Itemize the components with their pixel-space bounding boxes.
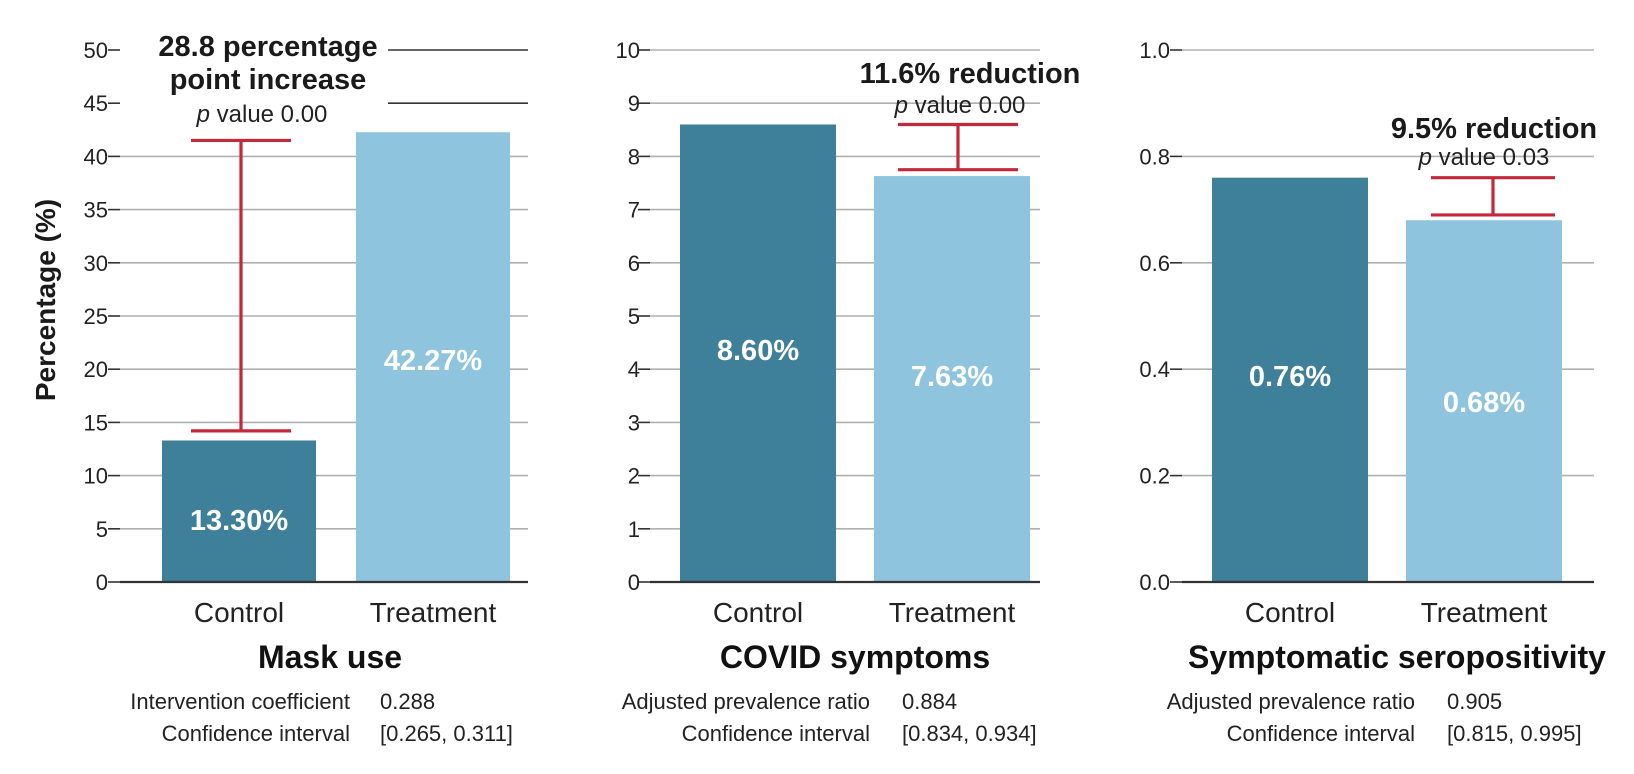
stat-label: Confidence interval [162,721,350,746]
panel-mask-use: 0 5 10 15 20 25 30 35 40 45 50 13.30% Control 42.27% T… [84,31,528,746]
p-value-label: p value 0.03 [1418,144,1550,171]
x-category-label: Treatment [1421,597,1548,628]
y-tick-label: 8 [628,144,640,169]
y-axis-label: Percentage (%) [30,199,61,401]
y-tick-label: 10 [616,38,640,63]
p-value-label: p value 0.00 [196,101,328,128]
stat-value: [0.815, 0.995] [1447,721,1582,746]
y-tick-label: 1.0 [1139,38,1170,63]
bar-data-label: 0.76% [1249,361,1331,393]
y-tick-label: 5 [96,517,108,542]
y-tick-label: 45 [84,91,108,116]
panel-symptomatic-seropositivity: 0.0 0.2 0.4 0.6 0.8 1.0 0.76% Control 0.68% Treat… [1139,38,1606,746]
stat-label: Intervention coefficient [130,689,350,714]
plot-area-covid-symptoms: 0 1 2 3 4 5 6 7 8 9 10 8.60% Control 7.63% Treatment [616,38,1040,628]
x-category-label: Control [713,597,803,628]
stat-value: [0.265, 0.311] [380,721,513,746]
p-symbol: p [894,92,908,119]
panel-covid-symptoms: 0 1 2 3 4 5 6 7 8 9 10 8.60% Control 7.63% Treatment 1… [616,38,1081,746]
bar-data-label: 7.63% [911,361,993,393]
y-tick-label: 2 [628,464,640,489]
y-tick-label: 0 [96,570,108,595]
stat-value: 0.288 [380,689,435,714]
y-tick-label: 7 [628,198,640,223]
bar-data-label: 8.60% [717,335,799,367]
x-category-label: Control [194,597,284,628]
y-tick-label: 9 [628,91,640,116]
p-symbol: p [1418,144,1432,171]
panel-title: Symptomatic seropositivity [1188,639,1606,675]
panel-title: COVID symptoms [720,639,990,675]
stat-value: 0.905 [1447,689,1502,714]
y-tick-label: 4 [628,357,640,382]
x-category-label: Control [1245,597,1335,628]
y-tick-label: 0.4 [1139,357,1170,382]
bar-treatment [1406,220,1562,583]
p-value-label: p value 0.00 [894,92,1026,119]
plot-area-mask-use: 0 5 10 15 20 25 30 35 40 45 50 13.30% Control 42.27% T… [84,38,528,628]
bar-treatment [356,132,510,582]
y-tick-label: 10 [84,464,108,489]
stat-value: 0.884 [902,689,957,714]
plot-area-symptomatic-seropositivity: 0.0 0.2 0.4 0.6 0.8 1.0 0.76% Control 0.68% Treat… [1139,38,1594,628]
y-tick-label: 0.0 [1139,570,1170,595]
p-symbol: p [196,101,210,128]
stat-value: [0.834, 0.934] [902,721,1037,746]
bar-data-label: 13.30% [190,505,289,537]
annotation-headline-line1: 28.8 percentage [158,31,377,63]
y-tick-label: 6 [628,251,640,276]
y-tick-label: 50 [84,38,108,63]
bar-control [162,440,316,582]
y-tick-label: 15 [84,410,108,435]
y-tick-label: 3 [628,410,640,435]
annotation-headline: 9.5% reduction [1391,113,1597,145]
stat-label: Confidence interval [682,721,870,746]
p-value-text: value 0.00 [908,92,1025,119]
bar-data-label: 42.27% [384,345,483,377]
y-tick-label: 40 [84,144,108,169]
stat-label: Adjusted prevalence ratio [622,689,870,714]
bar-control [1212,177,1368,582]
y-tick-label: 5 [628,304,640,329]
y-tick-label: 30 [84,251,108,276]
y-tick-label: 35 [84,198,108,223]
y-tick-label: 1 [628,517,640,542]
bar-treatment [874,176,1030,583]
annotation-headline: 11.6% reduction [860,58,1081,90]
y-tick-label: 0.6 [1139,251,1170,276]
stat-label: Adjusted prevalence ratio [1167,689,1415,714]
x-category-label: Treatment [370,597,497,628]
y-tick-label: 0 [628,570,640,595]
x-category-label: Treatment [889,597,1016,628]
p-value-text: value 0.03 [1432,144,1549,171]
bar-control [680,124,836,582]
y-tick-label: 0.2 [1139,464,1170,489]
stat-label: Confidence interval [1227,721,1415,746]
panel-title: Mask use [258,639,402,675]
bar-data-label: 0.68% [1443,387,1525,419]
y-tick-label: 0.8 [1139,144,1170,169]
y-tick-label: 20 [84,357,108,382]
annotation-headline-line2: point increase [170,64,367,96]
y-tick-label: 25 [84,304,108,329]
p-value-text: value 0.00 [210,101,327,128]
